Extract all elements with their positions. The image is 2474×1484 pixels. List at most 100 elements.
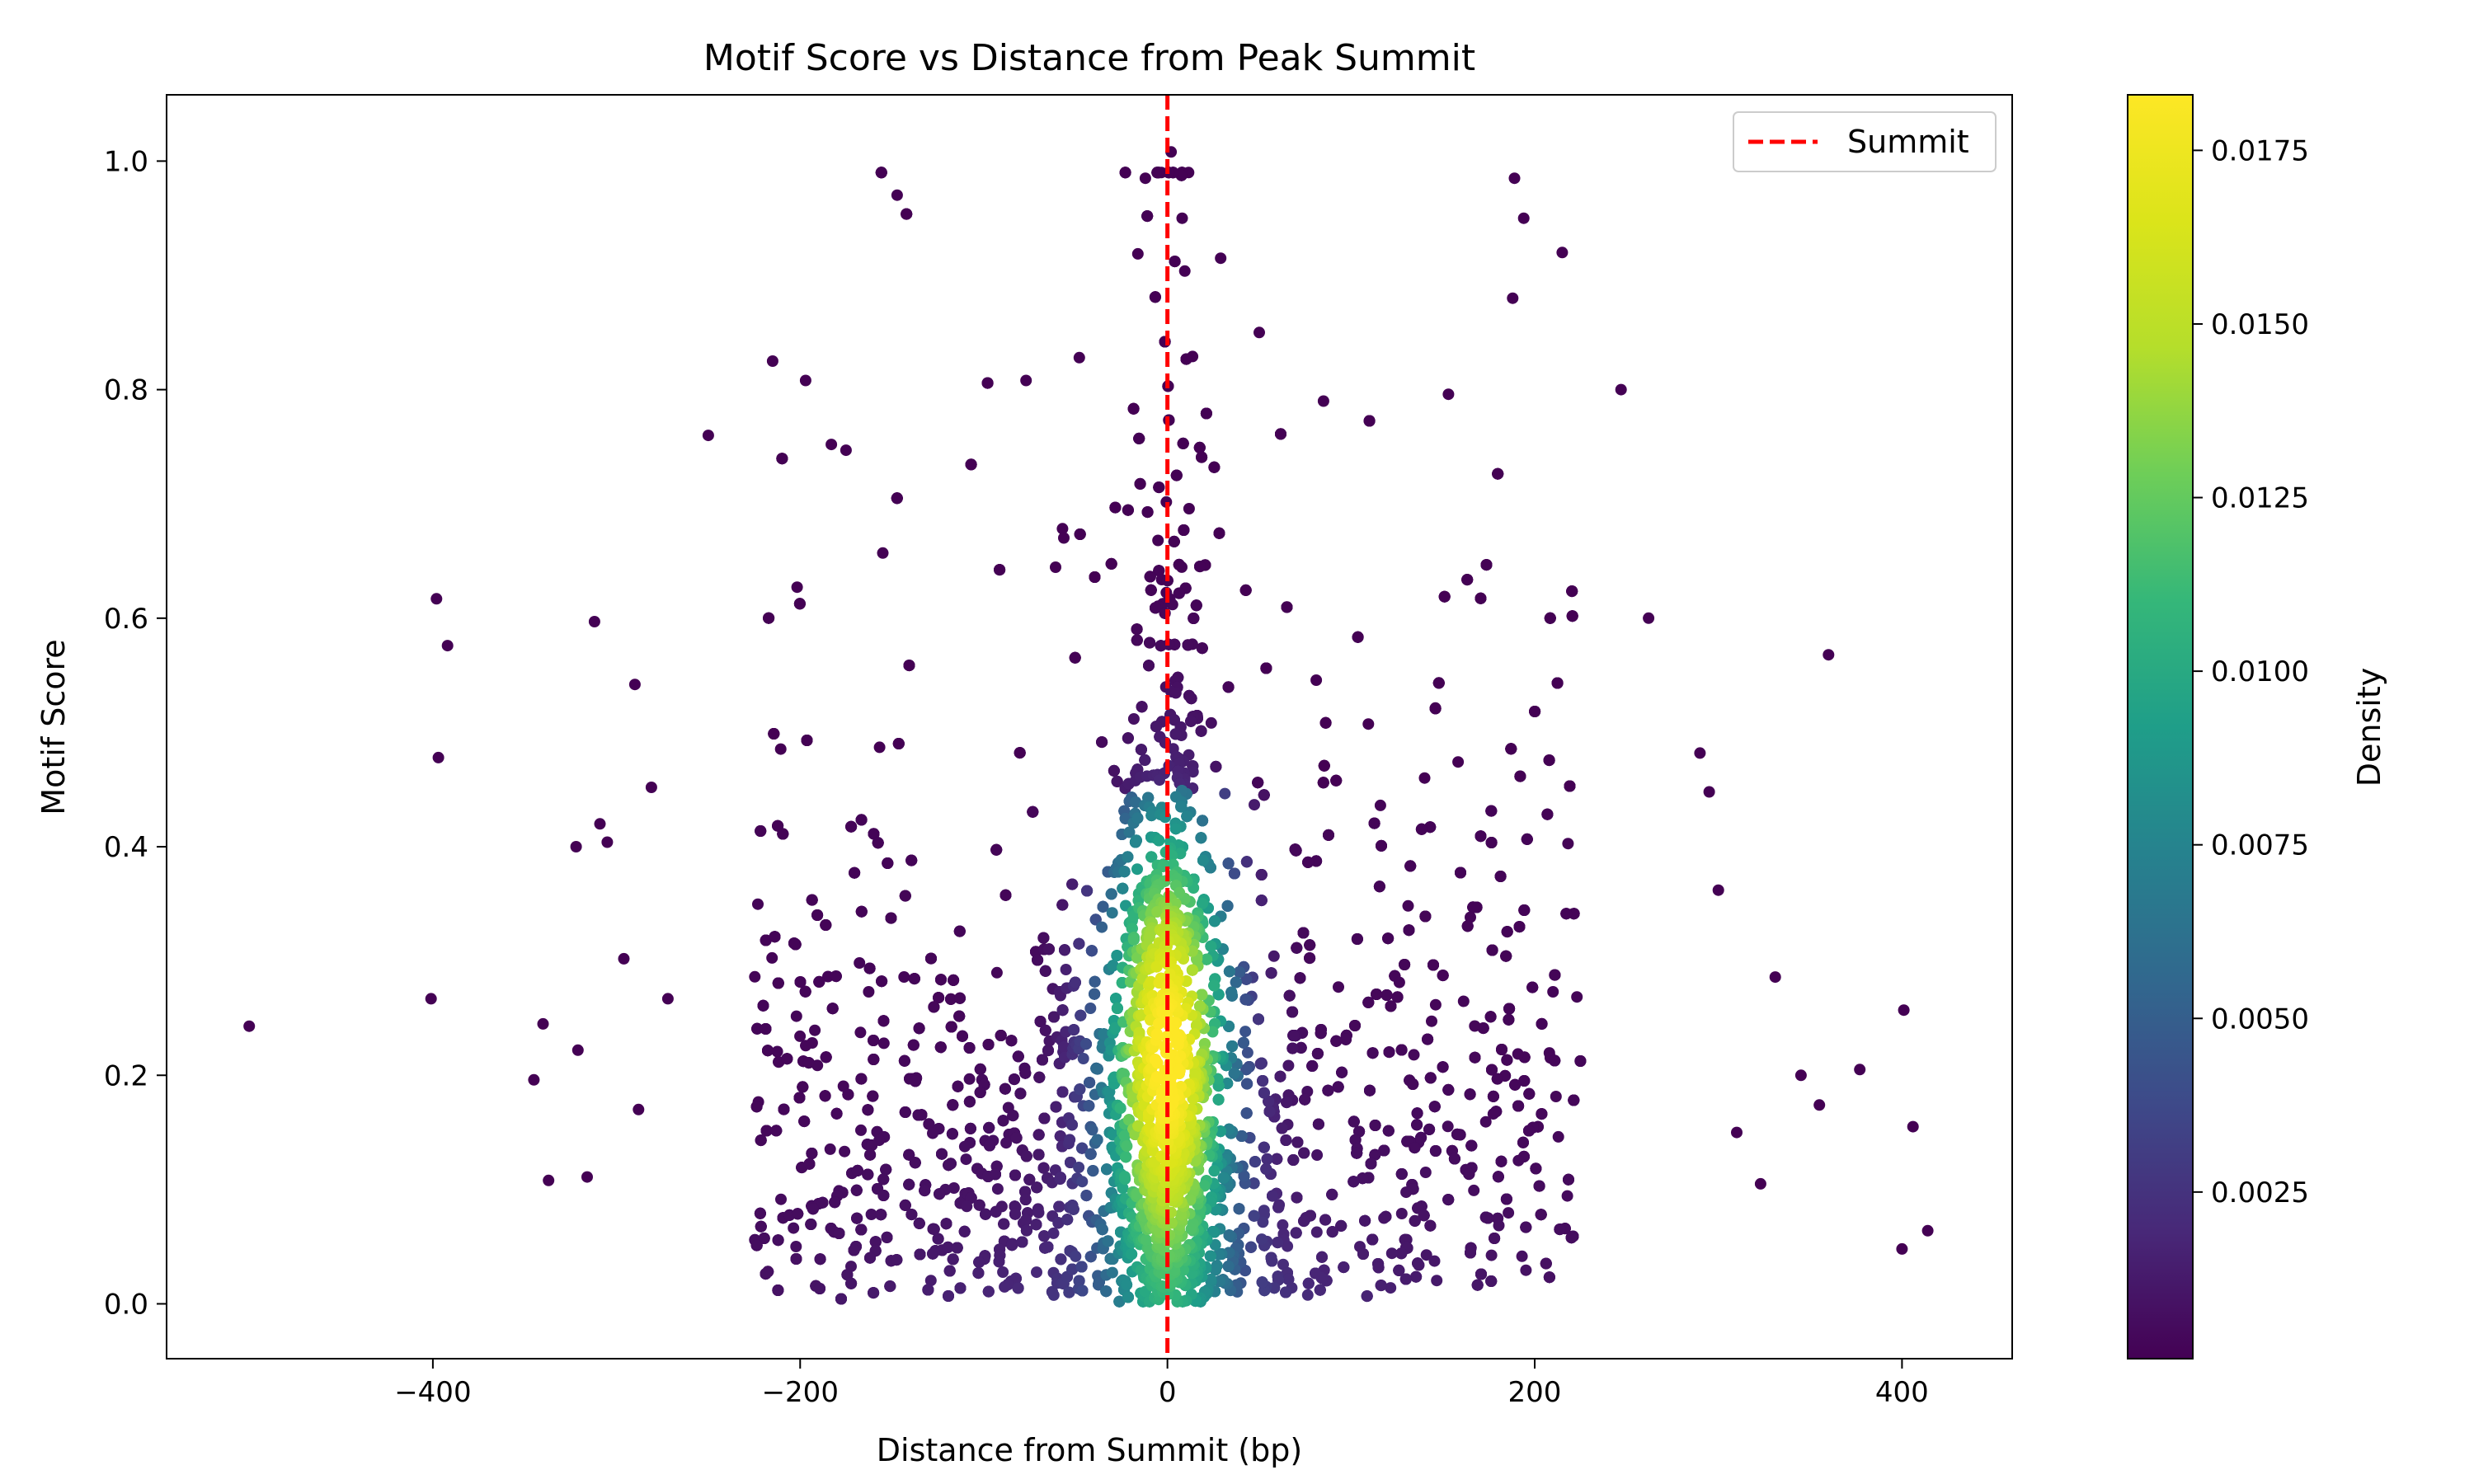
scatter-point	[1155, 640, 1167, 652]
scatter-point	[1615, 383, 1627, 396]
scatter-point	[1281, 601, 1293, 613]
scatter-point	[1437, 970, 1449, 982]
scatter-point	[820, 919, 832, 931]
scatter-point	[1694, 747, 1706, 759]
scatter-point	[1058, 532, 1070, 544]
scatter-point	[749, 970, 761, 983]
scatter-point	[1141, 210, 1154, 223]
scatter-point	[1190, 599, 1202, 612]
scatter-point	[1404, 860, 1417, 872]
scatter-point	[1395, 1168, 1408, 1180]
scatter-point	[872, 837, 884, 849]
scatter-point	[905, 854, 918, 866]
scatter-point	[1102, 1235, 1114, 1247]
scatter-point	[1549, 1054, 1561, 1067]
scatter-point	[943, 1159, 955, 1172]
scatter-point	[972, 1267, 985, 1280]
scatter-point	[1084, 1148, 1097, 1160]
scatter-point	[1503, 1003, 1516, 1015]
scatter-point	[1312, 1118, 1324, 1130]
scatter-point	[877, 1015, 890, 1027]
scatter-point	[1122, 504, 1134, 516]
scatter-point	[825, 439, 838, 451]
scatter-point	[997, 1115, 1009, 1127]
scatter-point	[1249, 1156, 1261, 1168]
scatter-point	[1020, 374, 1032, 387]
scatter-point	[1005, 1035, 1018, 1047]
scatter-point	[776, 453, 788, 465]
scatter-point	[1480, 559, 1493, 571]
scatter-point	[1197, 854, 1209, 866]
scatter-point	[1139, 172, 1151, 185]
scatter-point	[1195, 832, 1207, 844]
scatter-point	[1177, 437, 1189, 449]
scatter-point	[898, 971, 910, 983]
scatter-point	[425, 993, 437, 1005]
scatter-point	[1222, 681, 1235, 693]
scatter-point	[1107, 960, 1119, 972]
scatter-point	[1230, 976, 1242, 989]
scatter-point	[1194, 561, 1206, 573]
scatter-point	[774, 743, 787, 755]
scatter-point	[854, 957, 866, 969]
scatter-point	[1465, 1139, 1478, 1152]
scatter-point	[1039, 965, 1051, 977]
scatter-point	[1495, 1155, 1507, 1167]
scatter-point	[842, 1088, 854, 1101]
scatter-point	[1535, 1209, 1547, 1221]
scatter-point	[1141, 506, 1154, 519]
scatter-point	[867, 1090, 879, 1102]
scatter-point	[752, 898, 764, 910]
scatter-point	[948, 974, 960, 986]
scatter-point	[1463, 1168, 1475, 1181]
scatter-point	[1512, 1154, 1525, 1167]
scatter-point	[1378, 1212, 1390, 1224]
scatter-point	[1298, 1215, 1310, 1228]
scatter-point	[891, 1254, 903, 1266]
scatter-point	[1302, 856, 1315, 868]
scatter-point	[1252, 777, 1264, 789]
scatter-point	[819, 1090, 831, 1102]
scatter-point	[1087, 1165, 1099, 1177]
chart-title: Motif Score vs Distance from Peak Summit	[703, 37, 1475, 79]
scatter-point	[963, 1096, 976, 1108]
scatter-point	[1500, 950, 1512, 962]
scatter-point	[1056, 1004, 1069, 1017]
scatter-point	[1226, 1040, 1239, 1052]
scatter-point	[1365, 1158, 1377, 1170]
scatter-point	[863, 986, 875, 998]
scatter-point	[769, 931, 781, 943]
scatter-point	[1067, 1203, 1079, 1215]
scatter-point	[913, 1217, 925, 1229]
scatter-point	[1294, 972, 1306, 984]
scatter-point	[1066, 878, 1079, 890]
scatter-point	[1221, 899, 1234, 912]
scatter-point	[1484, 1011, 1497, 1023]
scatter-point	[1131, 634, 1143, 646]
scatter-point	[1408, 1049, 1420, 1061]
scatter-point	[1253, 326, 1265, 339]
scatter-point	[845, 1277, 858, 1289]
scatter-point	[1254, 1058, 1267, 1070]
scatter-point	[958, 1140, 971, 1153]
scatter-point	[1068, 1024, 1080, 1036]
scatter-point	[1073, 351, 1085, 364]
scatter-point	[877, 547, 889, 559]
scatter-point	[1239, 993, 1252, 1006]
scatter-point	[1106, 907, 1118, 919]
scatter-point	[1469, 1051, 1481, 1064]
scatter-point	[1176, 561, 1188, 573]
scatter-point	[793, 1092, 806, 1104]
scatter-point	[1287, 1030, 1300, 1041]
scatter-point	[1362, 718, 1375, 730]
scatter-point	[824, 1143, 836, 1155]
scatter-point	[862, 1104, 874, 1116]
scatter-point	[1130, 834, 1142, 847]
scatter-point	[1253, 1013, 1264, 1026]
scatter-point	[1166, 599, 1178, 611]
scatter-point	[1066, 1119, 1078, 1131]
scatter-point	[914, 1248, 926, 1261]
scatter-point	[772, 1284, 784, 1296]
scatter-point	[1426, 1015, 1437, 1027]
scatter-point	[1256, 1276, 1268, 1289]
